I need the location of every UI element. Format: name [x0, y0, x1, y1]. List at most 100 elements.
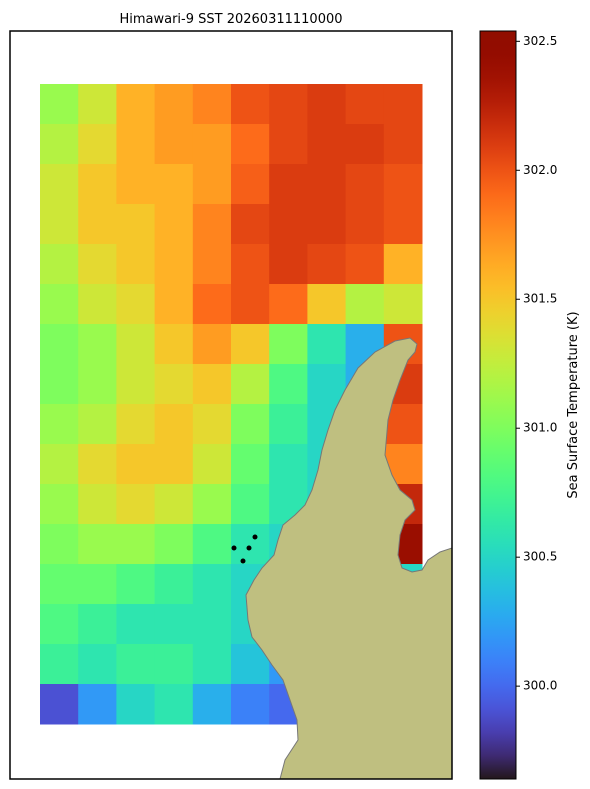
sst-cell [40, 524, 79, 565]
sst-cell [154, 524, 194, 565]
sst-cell [192, 324, 232, 365]
sst-cell [154, 84, 194, 125]
sst-cell [78, 364, 117, 405]
sst-cell [154, 244, 194, 285]
sst-cell [383, 164, 423, 205]
sst-cell [40, 684, 79, 725]
sst-cell [192, 444, 232, 485]
sst-cell [78, 124, 117, 165]
sst-cell [231, 484, 270, 525]
sst-cell [78, 644, 117, 685]
sst-cell [192, 164, 232, 205]
stations [231, 534, 258, 564]
sst-cell [116, 604, 156, 645]
sst-cell [383, 244, 423, 285]
sst-cell [269, 244, 308, 285]
sst-cell [231, 444, 270, 485]
sst-cell [231, 684, 270, 725]
sst-cell [40, 484, 79, 525]
sst-cell [154, 284, 194, 325]
sst-cell [154, 364, 194, 405]
sst-cell [269, 444, 308, 485]
sst-cell [78, 604, 117, 645]
sst-cell [78, 164, 117, 205]
sst-cell [192, 364, 232, 405]
sst-cell [231, 244, 270, 285]
sst-cell [269, 364, 308, 405]
sst-cell [78, 324, 117, 365]
sst-cell [40, 204, 79, 245]
sst-cell [307, 164, 347, 205]
sst-cell [116, 644, 156, 685]
sst-cell [116, 444, 156, 485]
sst-cell [269, 84, 308, 125]
sst-cell [78, 404, 117, 445]
sst-cell [154, 444, 194, 485]
sst-cell [307, 364, 347, 405]
sst-cell [154, 604, 194, 645]
colorbar-tick-label: 301.0 [523, 421, 557, 435]
sst-cell [345, 284, 385, 325]
sst-cell [192, 604, 232, 645]
sst-cell [192, 644, 232, 685]
sst-cell [231, 164, 270, 205]
sst-cell [154, 124, 194, 165]
sst-cell [192, 84, 232, 125]
sst-cell [40, 164, 79, 205]
sst-cell [40, 364, 79, 405]
sst-cell [307, 324, 347, 365]
sst-cell [116, 324, 156, 365]
sst-cell [40, 604, 79, 645]
sst-cell [192, 524, 232, 565]
sst-cell [78, 564, 117, 605]
colorbar-tick-label: 300.5 [523, 550, 557, 564]
map-frame [9, 30, 453, 780]
sst-cell [269, 324, 308, 365]
sst-cell [269, 284, 308, 325]
sst-cell [345, 124, 385, 165]
sst-cell [116, 124, 156, 165]
sst-cell [383, 84, 423, 125]
colorbar [480, 31, 516, 779]
sst-cell [116, 484, 156, 525]
map-title: Himawari-9 SST 20260311110000 [119, 12, 342, 27]
sst-cell [78, 484, 117, 525]
sst-cell [231, 324, 270, 365]
sst-cell [192, 404, 232, 445]
sst-cell [192, 284, 232, 325]
sst-cell [116, 364, 156, 405]
sst-cell [40, 324, 79, 365]
sst-cell [116, 684, 156, 725]
sst-cell [78, 284, 117, 325]
sst-cell [116, 404, 156, 445]
sst-cell [192, 484, 232, 525]
sst-cell [231, 124, 270, 165]
station [252, 534, 258, 540]
sst-cell [40, 124, 79, 165]
colorbar-frame [479, 30, 517, 780]
sst-cell [154, 324, 194, 365]
land [245, 337, 452, 779]
sst-cell [78, 84, 117, 125]
colorbar-tick-label: 300.0 [523, 679, 557, 693]
sst-cell [192, 244, 232, 285]
sst-cell [40, 284, 79, 325]
sst-cell [116, 164, 156, 205]
sst-cell [192, 204, 232, 245]
sst-cell [116, 244, 156, 285]
sst-cell [40, 244, 79, 285]
sst-cell [269, 124, 308, 165]
sst-cell [383, 204, 423, 245]
sst-cell [269, 164, 308, 205]
sst-cell [231, 204, 270, 245]
station [231, 545, 237, 551]
sst-cell [383, 124, 423, 165]
sst-cell [40, 564, 79, 605]
sst-cell [345, 244, 385, 285]
sst-cell [231, 284, 270, 325]
sst-cell [383, 284, 423, 325]
sst-cell [40, 404, 79, 445]
colorbar-label: Sea Surface Temperature (K) [566, 311, 581, 498]
sst-cell [116, 284, 156, 325]
sst-cell [78, 684, 117, 725]
